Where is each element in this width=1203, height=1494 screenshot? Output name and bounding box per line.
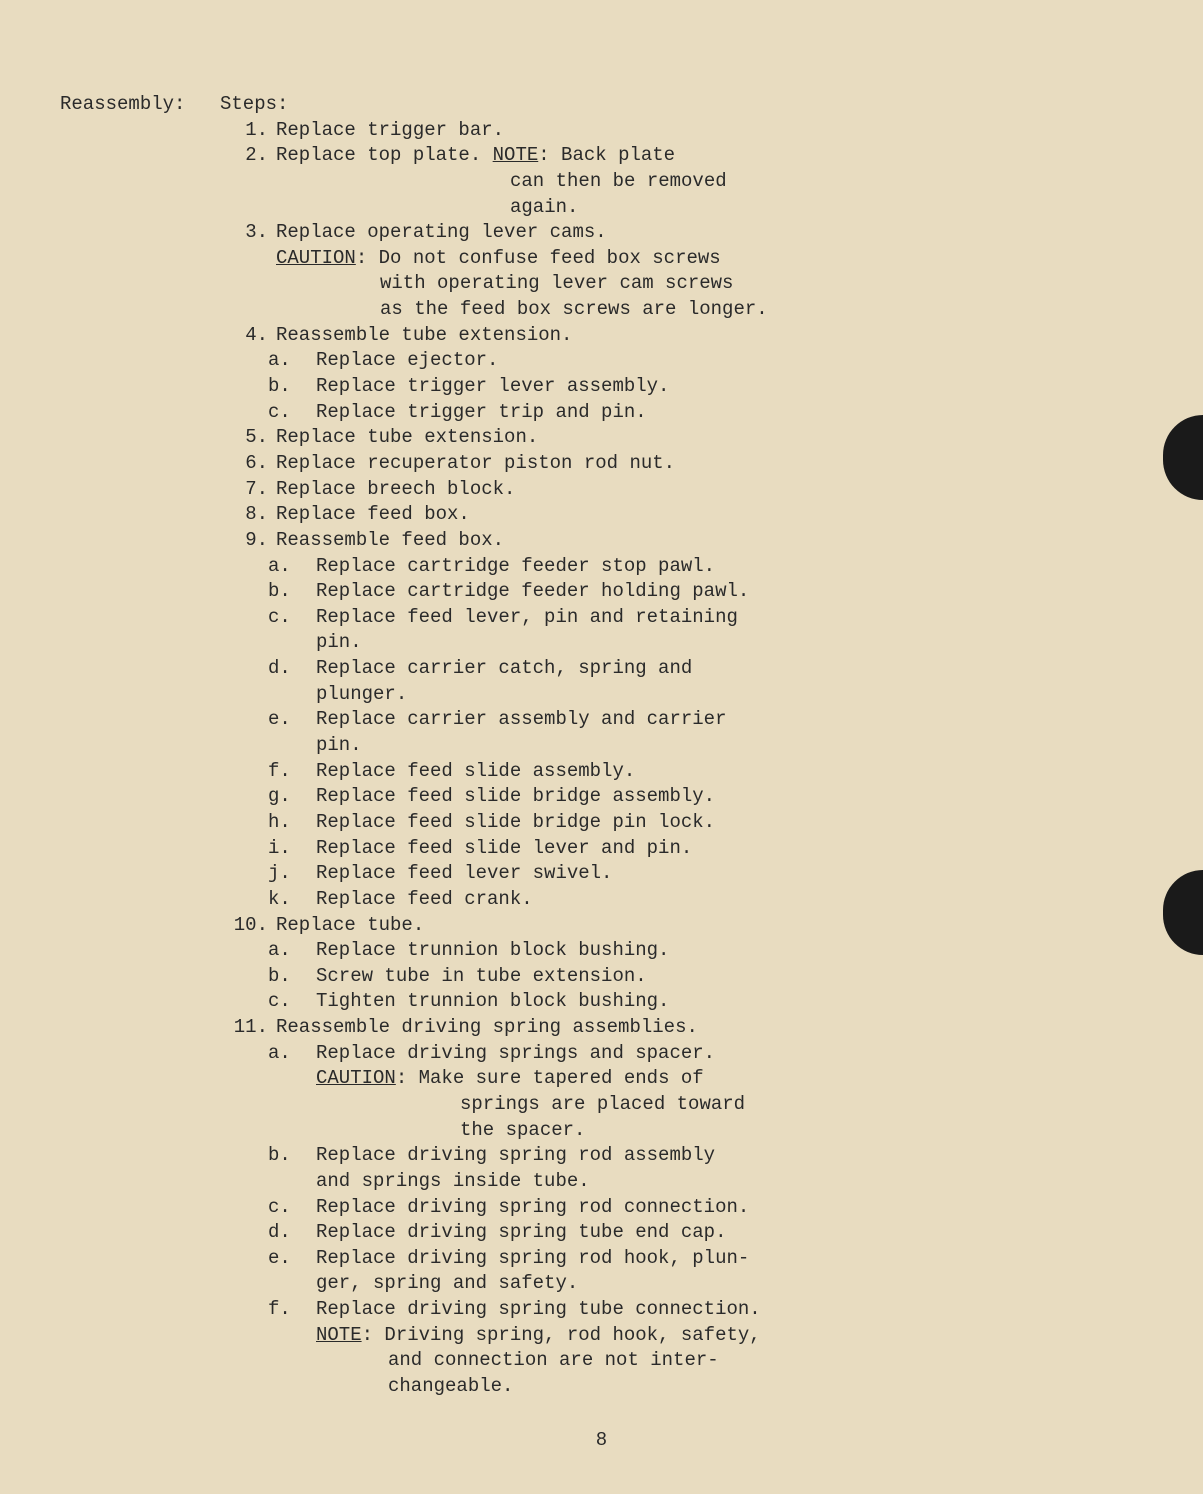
note-label: NOTE [493, 144, 539, 166]
substep: c.Tighten trunnion block bushing. [220, 989, 1153, 1015]
substep: b.Replace cartridge feeder holding pawl. [220, 579, 1153, 605]
step-number: 2. [220, 143, 276, 169]
substep: a.Replace ejector. [220, 348, 1153, 374]
note-line: NOTE: Driving spring, rod hook, safety, [220, 1323, 1153, 1349]
caution-label: CAUTION [276, 247, 356, 269]
caution-continuation: the spacer. [220, 1118, 1153, 1144]
substep: k.Replace feed crank. [220, 887, 1153, 913]
substep: b.Replace trigger lever assembly. [220, 374, 1153, 400]
note-continuation: and connection are not inter- [220, 1348, 1153, 1374]
substep-cont: pin. [220, 733, 1153, 759]
document-page: Reassembly: Steps: 1. Replace trigger ba… [0, 0, 1203, 1440]
steps-label: Steps: [220, 92, 1153, 118]
step-number: 4. [220, 323, 276, 349]
caution-line: CAUTION: Do not confuse feed box screws [220, 246, 1153, 272]
substep: c.Replace feed lever, pin and retaining [220, 605, 1153, 631]
step-text: Reassemble tube extension. [276, 323, 1153, 349]
substep: j.Replace feed lever swivel. [220, 861, 1153, 887]
substep: f.Replace driving spring tube connection… [220, 1297, 1153, 1323]
step-2: 2. Replace top plate. NOTE: Back plate [220, 143, 1153, 169]
substep: a.Replace driving springs and spacer. [220, 1041, 1153, 1067]
substep-cont: and springs inside tube. [220, 1169, 1153, 1195]
note-continuation: changeable. [220, 1374, 1153, 1400]
step-8: 8.Replace feed box. [220, 502, 1153, 528]
substep: d.Replace carrier catch, spring and [220, 656, 1153, 682]
substep: f.Replace feed slide assembly. [220, 759, 1153, 785]
caution-continuation: springs are placed toward [220, 1092, 1153, 1118]
caution-continuation: with operating lever cam screws [220, 271, 1153, 297]
page-number: 8 [596, 1428, 607, 1454]
substep: a.Replace trunnion block bushing. [220, 938, 1153, 964]
note-continuation: can then be removed [220, 169, 1153, 195]
substep: h.Replace feed slide bridge pin lock. [220, 810, 1153, 836]
step-1: 1. Replace trigger bar. [220, 118, 1153, 144]
substep: e.Replace carrier assembly and carrier [220, 707, 1153, 733]
step-text: Replace trigger bar. [276, 118, 1153, 144]
substep: i.Replace feed slide lever and pin. [220, 836, 1153, 862]
step-5: 5.Replace tube extension. [220, 425, 1153, 451]
substep: d.Replace driving spring tube end cap. [220, 1220, 1153, 1246]
note-continuation: again. [220, 195, 1153, 221]
step-10: 10.Replace tube. [220, 913, 1153, 939]
section-label: Reassembly: [60, 92, 185, 118]
step-4: 4. Reassemble tube extension. [220, 323, 1153, 349]
substep: b.Replace driving spring rod assembly [220, 1143, 1153, 1169]
step-7: 7.Replace breech block. [220, 477, 1153, 503]
substep: g.Replace feed slide bridge assembly. [220, 784, 1153, 810]
step-text: Replace top plate. NOTE: Back plate [276, 143, 1153, 169]
note-label: NOTE [316, 1324, 362, 1346]
step-number: 1. [220, 118, 276, 144]
step-text: Replace operating lever cams. [276, 220, 1153, 246]
step-9: 9.Reassemble feed box. [220, 528, 1153, 554]
substep: c.Replace trigger trip and pin. [220, 400, 1153, 426]
substep-cont: plunger. [220, 682, 1153, 708]
caution-label: CAUTION [316, 1067, 396, 1089]
step-3: 3. Replace operating lever cams. [220, 220, 1153, 246]
step-11: 11.Reassemble driving spring assemblies. [220, 1015, 1153, 1041]
substep: b.Screw tube in tube extension. [220, 964, 1153, 990]
caution-continuation: as the feed box screws are longer. [220, 297, 1153, 323]
substep-cont: ger, spring and safety. [220, 1271, 1153, 1297]
substep: a.Replace cartridge feeder stop pawl. [220, 554, 1153, 580]
steps-content: 1. Replace trigger bar. 2. Replace top p… [220, 118, 1153, 1400]
step-6: 6.Replace recuperator piston rod nut. [220, 451, 1153, 477]
substep: e.Replace driving spring rod hook, plun- [220, 1246, 1153, 1272]
substep-cont: pin. [220, 630, 1153, 656]
substep: c.Replace driving spring rod connection. [220, 1195, 1153, 1221]
caution-line: CAUTION: Make sure tapered ends of [220, 1066, 1153, 1092]
step-number: 3. [220, 220, 276, 246]
